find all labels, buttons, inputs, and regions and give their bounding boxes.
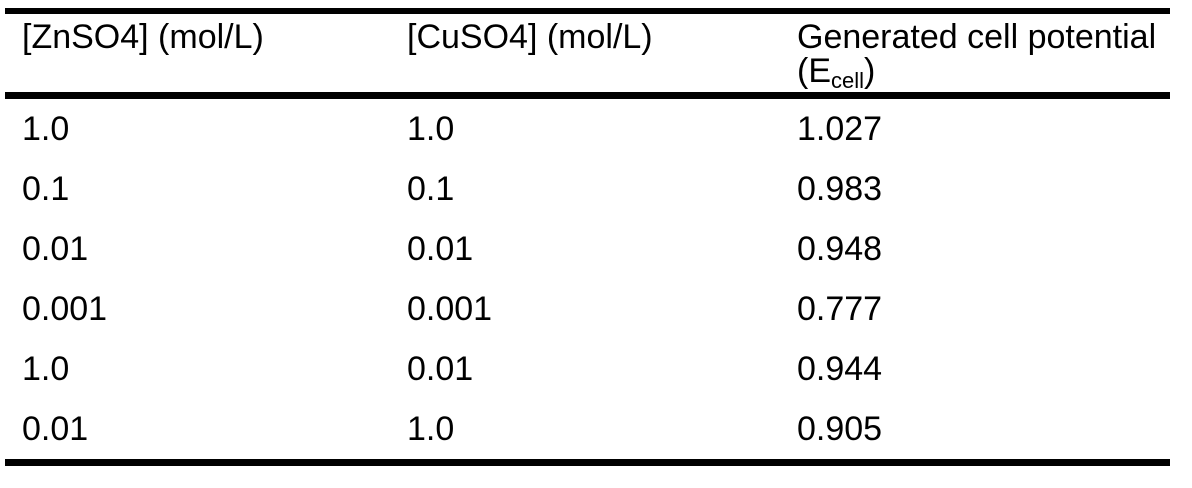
column-header-ecell-line1: Generated cell potential bbox=[797, 18, 1157, 56]
table-row: 0.1 0.1 0.983 bbox=[5, 159, 1170, 219]
cell-znso4: 0.001 bbox=[22, 290, 108, 328]
cell-ecell: 1.027 bbox=[797, 110, 883, 148]
ecell-paren-close: ) bbox=[864, 52, 876, 90]
cell-cuso4: 0.1 bbox=[407, 170, 455, 208]
cell-znso4: 1.0 bbox=[22, 350, 70, 388]
cell-cuso4: 0.01 bbox=[407, 350, 474, 388]
cell-cuso4: 1.0 bbox=[407, 410, 455, 448]
table-header: [ZnSO4] (mol/L) [CuSO4] (mol/L) Generate… bbox=[5, 11, 1170, 96]
cell-cuso4: 0.001 bbox=[407, 290, 493, 328]
cell-cuso4: 0.01 bbox=[407, 230, 474, 268]
ecell-subscript: cell bbox=[831, 68, 865, 93]
cell-znso4: 0.1 bbox=[22, 170, 70, 208]
table-row: 0.01 0.01 0.948 bbox=[5, 219, 1170, 279]
ecell-paren-open: (E bbox=[797, 52, 831, 90]
table-row: 0.001 0.001 0.777 bbox=[5, 279, 1170, 339]
column-header-ecell: Generated cell potential (Ecell) bbox=[780, 11, 1170, 96]
cell-ecell: 0.777 bbox=[797, 290, 883, 328]
cell-ecell: 0.944 bbox=[797, 350, 883, 388]
cell-znso4: 0.01 bbox=[22, 230, 89, 268]
table-body: 1.0 1.0 1.027 0.1 0.1 0.983 0.01 0.01 0.… bbox=[5, 96, 1170, 463]
cell-znso4: 1.0 bbox=[22, 110, 70, 148]
cell-ecell: 0.948 bbox=[797, 230, 883, 268]
cell-znso4: 0.01 bbox=[22, 410, 89, 448]
cell-potential-table: [ZnSO4] (mol/L) [CuSO4] (mol/L) Generate… bbox=[5, 8, 1170, 466]
column-header-cuso4: [CuSO4] (mol/L) bbox=[407, 18, 653, 56]
cell-cuso4: 1.0 bbox=[407, 110, 455, 148]
cell-ecell: 0.905 bbox=[797, 410, 883, 448]
table-row: 0.01 1.0 0.905 bbox=[5, 399, 1170, 463]
table-row: 1.0 0.01 0.944 bbox=[5, 339, 1170, 399]
cell-ecell: 0.983 bbox=[797, 170, 883, 208]
table-row: 1.0 1.0 1.027 bbox=[5, 96, 1170, 160]
header-row: [ZnSO4] (mol/L) [CuSO4] (mol/L) Generate… bbox=[5, 11, 1170, 96]
column-header-znso4: [ZnSO4] (mol/L) bbox=[22, 18, 264, 56]
column-header-ecell-line2: (Ecell) bbox=[797, 52, 1170, 92]
document-page: [ZnSO4] (mol/L) [CuSO4] (mol/L) Generate… bbox=[0, 8, 1192, 488]
